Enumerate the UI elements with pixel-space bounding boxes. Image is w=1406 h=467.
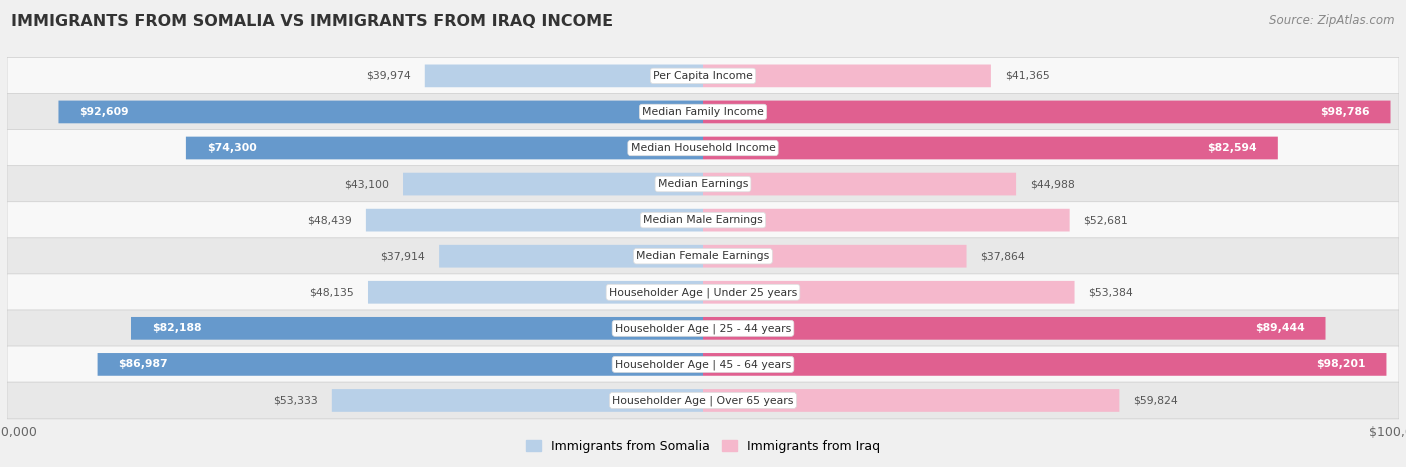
FancyBboxPatch shape (703, 245, 966, 268)
FancyBboxPatch shape (97, 353, 703, 376)
FancyBboxPatch shape (7, 274, 1399, 311)
Text: $92,609: $92,609 (79, 107, 129, 117)
FancyBboxPatch shape (7, 238, 1399, 275)
FancyBboxPatch shape (7, 130, 1399, 166)
Legend: Immigrants from Somalia, Immigrants from Iraq: Immigrants from Somalia, Immigrants from… (520, 435, 886, 458)
Text: Median Family Income: Median Family Income (643, 107, 763, 117)
Text: $41,365: $41,365 (1005, 71, 1049, 81)
Text: $89,444: $89,444 (1256, 323, 1305, 333)
Text: $98,786: $98,786 (1320, 107, 1369, 117)
FancyBboxPatch shape (703, 281, 1074, 304)
FancyBboxPatch shape (7, 93, 1399, 130)
FancyBboxPatch shape (7, 202, 1399, 239)
Text: Source: ZipAtlas.com: Source: ZipAtlas.com (1270, 14, 1395, 27)
Text: Householder Age | 45 - 64 years: Householder Age | 45 - 64 years (614, 359, 792, 370)
Text: $86,987: $86,987 (118, 360, 169, 369)
FancyBboxPatch shape (332, 389, 703, 412)
FancyBboxPatch shape (439, 245, 703, 268)
FancyBboxPatch shape (703, 137, 1278, 159)
Text: Householder Age | 25 - 44 years: Householder Age | 25 - 44 years (614, 323, 792, 333)
Text: $39,974: $39,974 (366, 71, 411, 81)
FancyBboxPatch shape (703, 317, 1326, 340)
Text: Median Male Earnings: Median Male Earnings (643, 215, 763, 225)
Text: $43,100: $43,100 (344, 179, 389, 189)
FancyBboxPatch shape (703, 209, 1070, 232)
Text: $48,439: $48,439 (307, 215, 352, 225)
Text: $53,333: $53,333 (273, 396, 318, 405)
FancyBboxPatch shape (7, 382, 1399, 419)
Text: Householder Age | Under 25 years: Householder Age | Under 25 years (609, 287, 797, 297)
Text: $82,188: $82,188 (152, 323, 201, 333)
Text: $44,988: $44,988 (1031, 179, 1074, 189)
Text: Householder Age | Over 65 years: Householder Age | Over 65 years (612, 395, 794, 406)
Text: Per Capita Income: Per Capita Income (652, 71, 754, 81)
FancyBboxPatch shape (366, 209, 703, 232)
FancyBboxPatch shape (7, 346, 1399, 383)
FancyBboxPatch shape (703, 353, 1386, 376)
Text: $48,135: $48,135 (309, 287, 354, 297)
Text: Median Earnings: Median Earnings (658, 179, 748, 189)
FancyBboxPatch shape (131, 317, 703, 340)
Text: $37,864: $37,864 (980, 251, 1025, 261)
Text: $59,824: $59,824 (1133, 396, 1178, 405)
Text: $98,201: $98,201 (1316, 360, 1365, 369)
FancyBboxPatch shape (703, 64, 991, 87)
FancyBboxPatch shape (703, 100, 1391, 123)
FancyBboxPatch shape (425, 64, 703, 87)
FancyBboxPatch shape (368, 281, 703, 304)
Text: $82,594: $82,594 (1208, 143, 1257, 153)
FancyBboxPatch shape (7, 166, 1399, 203)
FancyBboxPatch shape (7, 57, 1399, 94)
FancyBboxPatch shape (59, 100, 703, 123)
Text: $37,914: $37,914 (381, 251, 425, 261)
FancyBboxPatch shape (703, 173, 1017, 195)
FancyBboxPatch shape (404, 173, 703, 195)
FancyBboxPatch shape (7, 310, 1399, 347)
Text: $74,300: $74,300 (207, 143, 256, 153)
Text: IMMIGRANTS FROM SOMALIA VS IMMIGRANTS FROM IRAQ INCOME: IMMIGRANTS FROM SOMALIA VS IMMIGRANTS FR… (11, 14, 613, 29)
Text: Median Household Income: Median Household Income (630, 143, 776, 153)
Text: $53,384: $53,384 (1088, 287, 1133, 297)
Text: Median Female Earnings: Median Female Earnings (637, 251, 769, 261)
FancyBboxPatch shape (186, 137, 703, 159)
FancyBboxPatch shape (703, 389, 1119, 412)
Text: $52,681: $52,681 (1084, 215, 1128, 225)
